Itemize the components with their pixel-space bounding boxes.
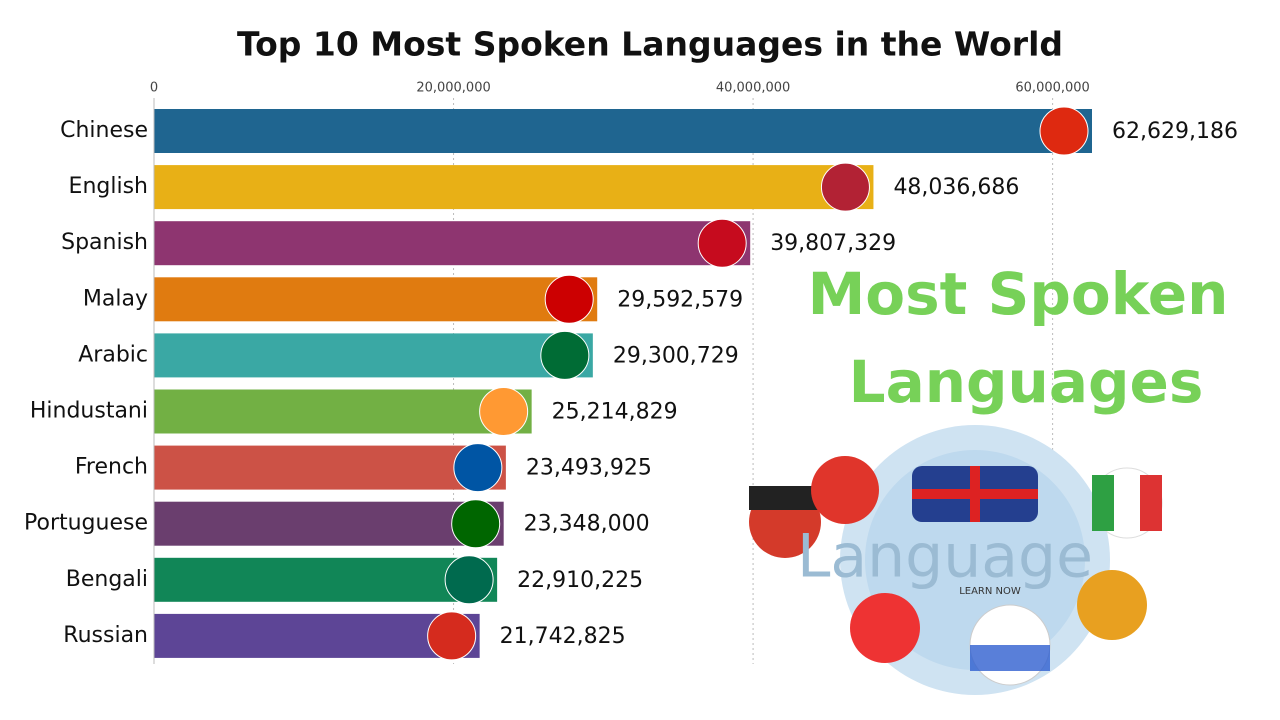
y-tick-label: Malay xyxy=(83,286,148,311)
value-label: 48,036,686 xyxy=(893,175,1019,200)
bar xyxy=(154,445,506,490)
x-tick-label: 40,000,000 xyxy=(716,81,790,96)
bubble-france xyxy=(850,593,920,663)
flag-icon xyxy=(820,162,870,212)
flag-icon xyxy=(451,499,501,549)
annotation: Most Spoken xyxy=(808,260,1229,328)
y-tick-label: Arabic xyxy=(78,342,148,367)
x-tick-label: 0 xyxy=(150,81,158,96)
bubble-italy-green xyxy=(1092,475,1114,531)
y-tick-label: French xyxy=(75,455,148,480)
y-tick-label: Spanish xyxy=(61,230,148,255)
bubble-italy-red xyxy=(1140,475,1162,531)
bar xyxy=(154,221,751,266)
bar xyxy=(154,613,480,658)
value-label: 23,348,000 xyxy=(524,512,650,537)
value-label: 23,493,925 xyxy=(526,456,652,481)
image-text: Language xyxy=(797,522,1093,592)
flag-icon xyxy=(697,218,747,268)
flag-icon xyxy=(427,611,477,661)
bar xyxy=(154,109,1092,153)
y-tick-label: Hindustani xyxy=(30,399,148,424)
bar xyxy=(154,165,874,210)
y-tick-label: Russian xyxy=(63,623,148,648)
bar xyxy=(154,557,498,602)
annotation: Languages xyxy=(849,348,1204,416)
chart-title: Top 10 Most Spoken Languages in the Worl… xyxy=(237,25,1063,64)
x-tick-label: 20,000,000 xyxy=(416,81,490,96)
flag-icon xyxy=(540,330,590,380)
bar xyxy=(154,501,504,546)
bubble-uk-cross xyxy=(912,466,1038,522)
flag-icon xyxy=(479,387,529,436)
x-tick-label: 60,000,000 xyxy=(1015,81,1089,96)
flag-icon xyxy=(1039,106,1089,156)
y-tick-label: English xyxy=(69,174,148,199)
bar xyxy=(154,277,598,322)
value-label: 21,742,825 xyxy=(500,624,626,649)
flag-icon xyxy=(453,443,503,493)
value-label: 25,214,829 xyxy=(552,400,678,425)
y-tick-label: Portuguese xyxy=(24,511,148,536)
globe-graphic: Language LEARN NOW xyxy=(749,425,1163,695)
bar xyxy=(154,389,532,434)
bubble-russia-blue xyxy=(970,645,1050,671)
value-label: 39,807,329 xyxy=(770,231,896,256)
bubble-spain xyxy=(1077,570,1147,640)
value-label: 62,629,186 xyxy=(1112,119,1238,144)
bubble-germany-top xyxy=(749,486,821,510)
bar xyxy=(154,333,593,378)
value-label: 29,300,729 xyxy=(613,343,739,368)
value-label: 22,910,225 xyxy=(517,568,643,593)
flag-icon xyxy=(544,274,594,324)
flag-icon xyxy=(444,555,494,605)
image-text: LEARN NOW xyxy=(959,586,1021,597)
y-tick-label: Chinese xyxy=(60,118,148,143)
bubble-china xyxy=(811,456,879,524)
y-tick-label: Bengali xyxy=(66,567,148,592)
value-label: 29,592,579 xyxy=(617,287,743,312)
